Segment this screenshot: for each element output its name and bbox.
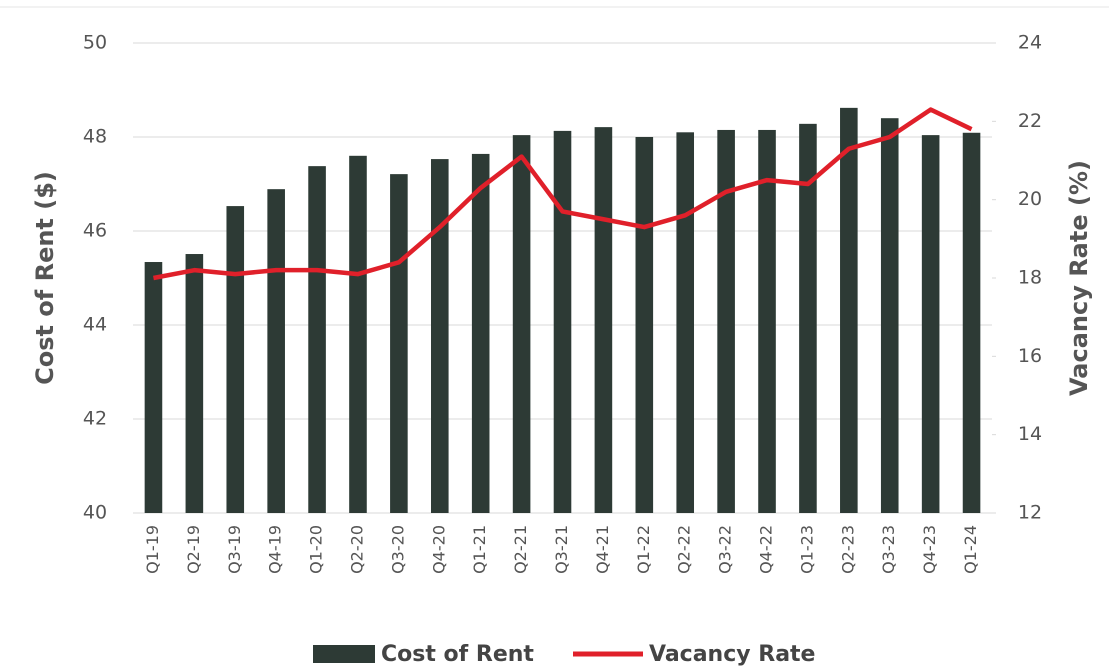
y2-tick-label: 22 — [1018, 110, 1042, 132]
y2-tick-label: 16 — [1018, 345, 1042, 367]
y-tick-label: 50 — [83, 32, 107, 54]
x-tick-label: Q2-19 — [184, 525, 203, 574]
x-tick-label: Q2-20 — [347, 525, 366, 574]
bar — [144, 262, 163, 513]
x-tick-label: Q4-19 — [266, 525, 285, 574]
bar — [758, 129, 776, 513]
x-tick-label: Q1-20 — [307, 525, 326, 574]
x-tick-label: Q3-23 — [879, 525, 898, 574]
x-tick-label: Q4-20 — [429, 525, 448, 574]
y2-tick-label: 18 — [1018, 267, 1042, 289]
bar — [267, 189, 285, 514]
bar — [390, 174, 408, 513]
bar — [921, 135, 940, 513]
line — [153, 107, 973, 281]
bar — [880, 118, 899, 513]
bar — [226, 206, 245, 513]
bar — [676, 132, 695, 514]
x-tick-label: Q3-21 — [552, 525, 571, 574]
y-axis-title: Cost of Rent ($) — [31, 171, 59, 385]
bar — [840, 107, 858, 514]
bar — [512, 135, 531, 513]
x-tick-label: Q4-23 — [920, 525, 939, 574]
y2-tick-label: 20 — [1018, 188, 1042, 210]
bar — [635, 137, 654, 513]
bar — [430, 159, 449, 513]
bar — [553, 130, 572, 513]
y2-tick-label: 24 — [1018, 32, 1042, 54]
legend-label: Cost of Rent — [381, 642, 534, 667]
bar — [349, 155, 367, 514]
x-tick-label: Q2-22 — [675, 525, 694, 574]
legend-label: Vacancy Rate — [649, 642, 815, 667]
y-tick-label: 44 — [83, 314, 107, 336]
bar — [594, 127, 613, 513]
y-tick-label: 40 — [83, 502, 107, 524]
x-tick-label: Q4-21 — [593, 525, 612, 574]
x-tick-label: Q1-22 — [634, 525, 653, 574]
bar — [717, 129, 735, 513]
x-tick-label: Q1-23 — [797, 525, 816, 574]
y2-tick-label: 14 — [1018, 423, 1042, 445]
y2-axis-title: Vacancy Rate (%) — [1065, 160, 1093, 396]
x-tick-label: Q4-22 — [757, 525, 776, 574]
y2-tick-label: 12 — [1018, 502, 1042, 524]
x-tick-label: Q2-21 — [511, 525, 530, 574]
y-tick-label: 42 — [83, 408, 107, 430]
x-tick-label: Q3-19 — [225, 525, 244, 574]
bar — [962, 132, 981, 513]
x-tick-label: Q1-19 — [143, 525, 162, 574]
bar — [185, 254, 204, 513]
bar — [799, 123, 817, 513]
x-tick-label: Q1-24 — [961, 525, 980, 574]
bar — [471, 153, 490, 514]
x-tick-label: Q1-21 — [470, 525, 489, 574]
y-tick-label: 48 — [83, 126, 107, 148]
bar — [308, 166, 326, 513]
legend-swatch — [313, 645, 375, 663]
y-tick-label: 46 — [83, 220, 107, 242]
x-tick-label: Q2-23 — [838, 525, 857, 574]
x-tick-label: Q3-20 — [388, 525, 407, 574]
x-tick-label: Q3-22 — [716, 525, 735, 574]
